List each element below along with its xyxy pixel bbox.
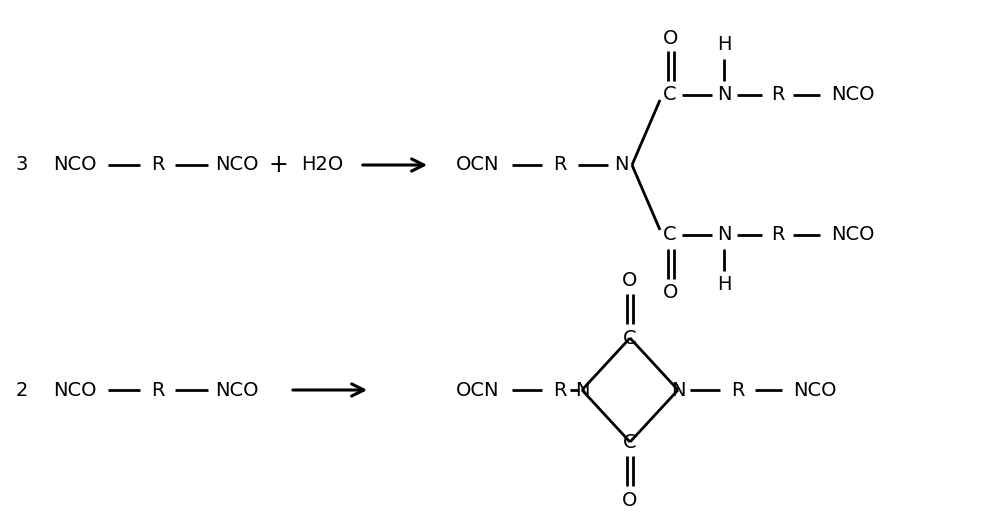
Text: R: R — [731, 381, 745, 400]
Text: R: R — [151, 155, 165, 174]
Text: H2O: H2O — [301, 155, 343, 174]
Text: NCO: NCO — [53, 381, 97, 400]
Text: C: C — [623, 432, 637, 452]
Text: R: R — [553, 155, 567, 174]
Text: O: O — [663, 282, 679, 302]
Text: +: + — [268, 153, 288, 177]
Text: 2: 2 — [16, 381, 28, 400]
Text: O: O — [622, 490, 638, 509]
Text: O: O — [663, 29, 679, 48]
Text: C: C — [623, 329, 637, 348]
Text: N: N — [575, 381, 589, 400]
Text: O: O — [622, 270, 638, 289]
Text: NCO: NCO — [831, 85, 875, 104]
Text: NCO: NCO — [793, 381, 837, 400]
Text: NCO: NCO — [831, 225, 875, 244]
Text: N: N — [671, 381, 685, 400]
Text: R: R — [553, 381, 567, 400]
Text: R: R — [771, 225, 785, 244]
Text: N: N — [717, 85, 731, 104]
Text: N: N — [614, 155, 628, 174]
Text: NCO: NCO — [215, 155, 259, 174]
Text: OCN: OCN — [456, 155, 500, 174]
Text: H: H — [717, 36, 731, 55]
Text: OCN: OCN — [456, 381, 500, 400]
Text: NCO: NCO — [215, 381, 259, 400]
Text: C: C — [663, 85, 677, 104]
Text: N: N — [717, 225, 731, 244]
Text: C: C — [663, 225, 677, 244]
Text: NCO: NCO — [53, 155, 97, 174]
Text: H: H — [717, 276, 731, 295]
Text: R: R — [771, 85, 785, 104]
Text: R: R — [151, 381, 165, 400]
Text: 3: 3 — [16, 155, 28, 174]
